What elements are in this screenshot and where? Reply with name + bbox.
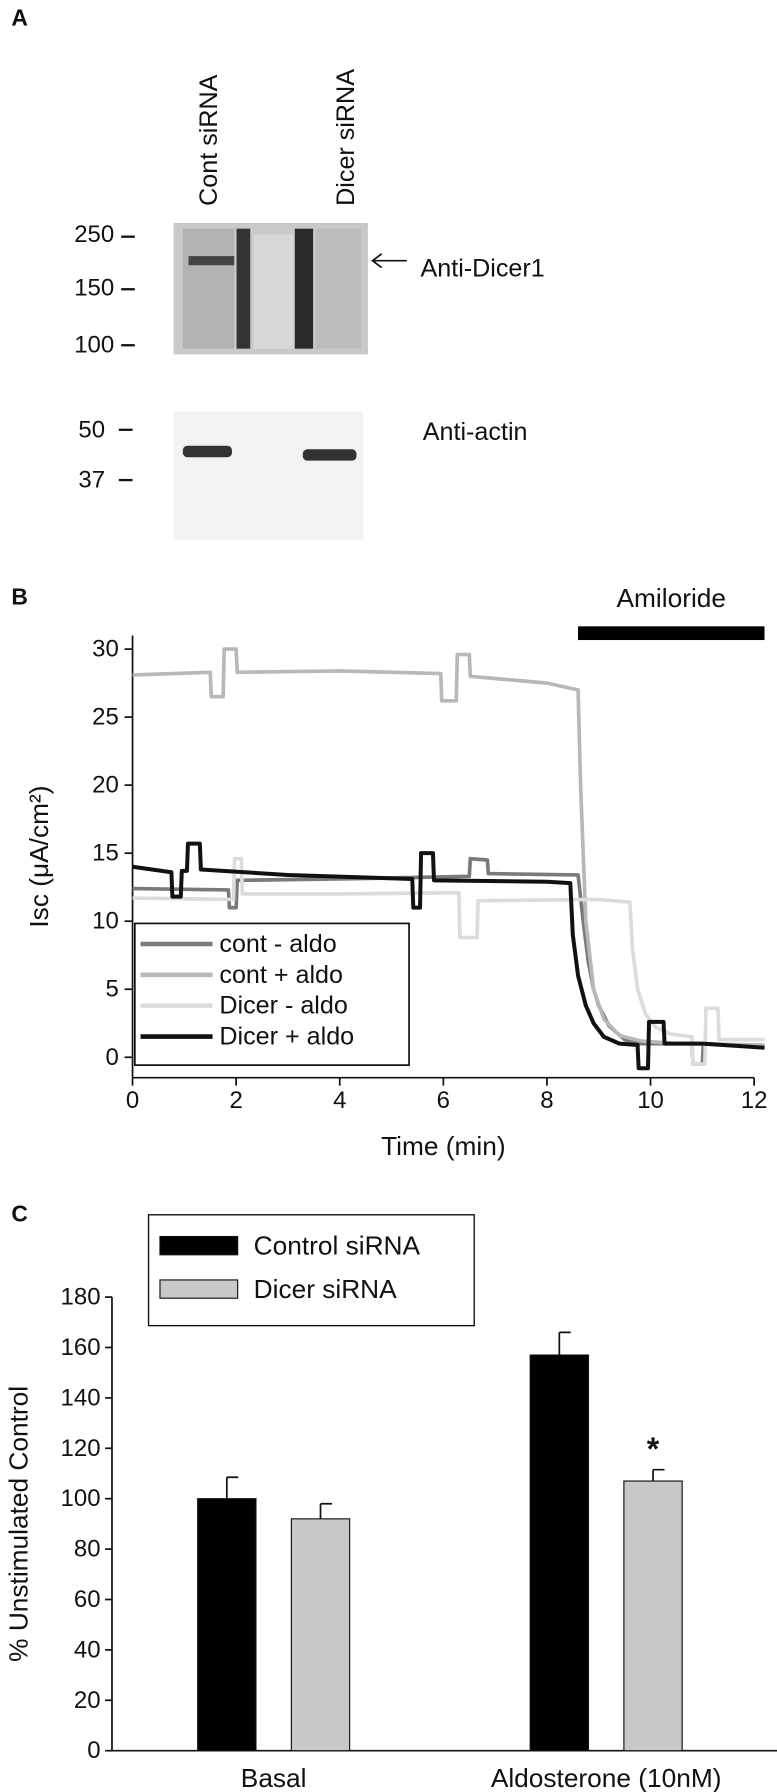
y-tick-label: 20	[92, 772, 119, 799]
panel-label: C	[11, 1201, 28, 1227]
blot-lower	[173, 411, 364, 540]
legend-label: Dicer siRNA	[254, 1274, 397, 1304]
error-bar	[225, 1476, 239, 1499]
x-tick-label: 8	[540, 1087, 553, 1114]
legend-label: Control siRNA	[254, 1231, 421, 1261]
y-axis-label: % Unstimulated Control	[3, 1386, 33, 1662]
y-tick-label: 60	[74, 1586, 101, 1613]
panel-label: B	[11, 584, 28, 610]
significance-label: *	[647, 1431, 660, 1467]
bar	[529, 1354, 590, 1752]
legend-label: Dicer - aldo	[219, 992, 347, 1020]
marker-label: 100	[74, 332, 114, 359]
y-axis-label: Isc (μA/cm²)	[24, 786, 54, 928]
y-tick-label: 0	[105, 1044, 118, 1071]
bar	[290, 1518, 351, 1752]
legend-swatch	[159, 1279, 239, 1299]
x-tick-label: 0	[126, 1087, 139, 1114]
arrow-head	[371, 253, 383, 269]
legend-label: Dicer + aldo	[219, 1023, 354, 1051]
bar	[197, 1498, 257, 1752]
y-tick-label: 10	[92, 908, 119, 935]
panel-label: A	[11, 4, 28, 30]
error-bar	[652, 1468, 665, 1482]
blot-upper	[173, 222, 368, 355]
y-tick-label: 140	[61, 1384, 101, 1411]
x-tick-label: 12	[741, 1087, 768, 1114]
y-tick-label: 25	[92, 704, 119, 731]
y-tick-label: 30	[92, 636, 119, 663]
y-tick-label: 160	[61, 1334, 101, 1361]
y-tick-label: 20	[74, 1687, 101, 1714]
legend-box	[147, 1214, 475, 1327]
x-tick-label: Basal	[241, 1763, 307, 1792]
data-line	[132, 841, 765, 1071]
legend-swatch	[159, 1235, 239, 1256]
lane-label: Dicer siRNA	[332, 69, 360, 206]
marker-label: 50	[78, 416, 105, 443]
y-tick-label: 100	[61, 1485, 101, 1512]
error-bar	[558, 1331, 571, 1356]
x-tick-label: 4	[333, 1087, 346, 1114]
antibody-label: Anti-Dicer1	[420, 255, 544, 283]
y-tick-label: 5	[105, 976, 118, 1003]
data-line	[132, 647, 765, 1047]
x-tick-label: 2	[229, 1087, 242, 1114]
y-tick-label: 80	[74, 1536, 101, 1563]
y-tick-label: 40	[74, 1636, 101, 1663]
legend-label: cont + aldo	[219, 961, 343, 989]
marker-label: 250	[74, 221, 114, 248]
y-tick-label: 15	[92, 840, 119, 867]
y-tick-label: 120	[61, 1435, 101, 1462]
lane-label: Cont siRNA	[195, 74, 223, 205]
annotation-label: Amiloride	[617, 583, 726, 613]
antibody-label: Anti-actin	[423, 418, 528, 446]
annotation-bar	[578, 626, 765, 641]
marker-label: 37	[78, 467, 105, 494]
data-line	[132, 856, 765, 1066]
error-bar	[319, 1502, 332, 1519]
y-tick-label: 180	[61, 1284, 101, 1311]
y-tick-label: 0	[87, 1737, 100, 1764]
bar	[623, 1480, 683, 1752]
x-axis-label: Time (min)	[381, 1131, 506, 1161]
legend-label: cont - aldo	[219, 930, 336, 958]
marker-label: 150	[74, 275, 114, 302]
legend-box	[133, 922, 410, 1066]
x-tick-label: Aldosterone (10nM)	[491, 1763, 722, 1792]
x-tick-label: 6	[437, 1087, 450, 1114]
x-tick-label: 10	[637, 1087, 664, 1114]
